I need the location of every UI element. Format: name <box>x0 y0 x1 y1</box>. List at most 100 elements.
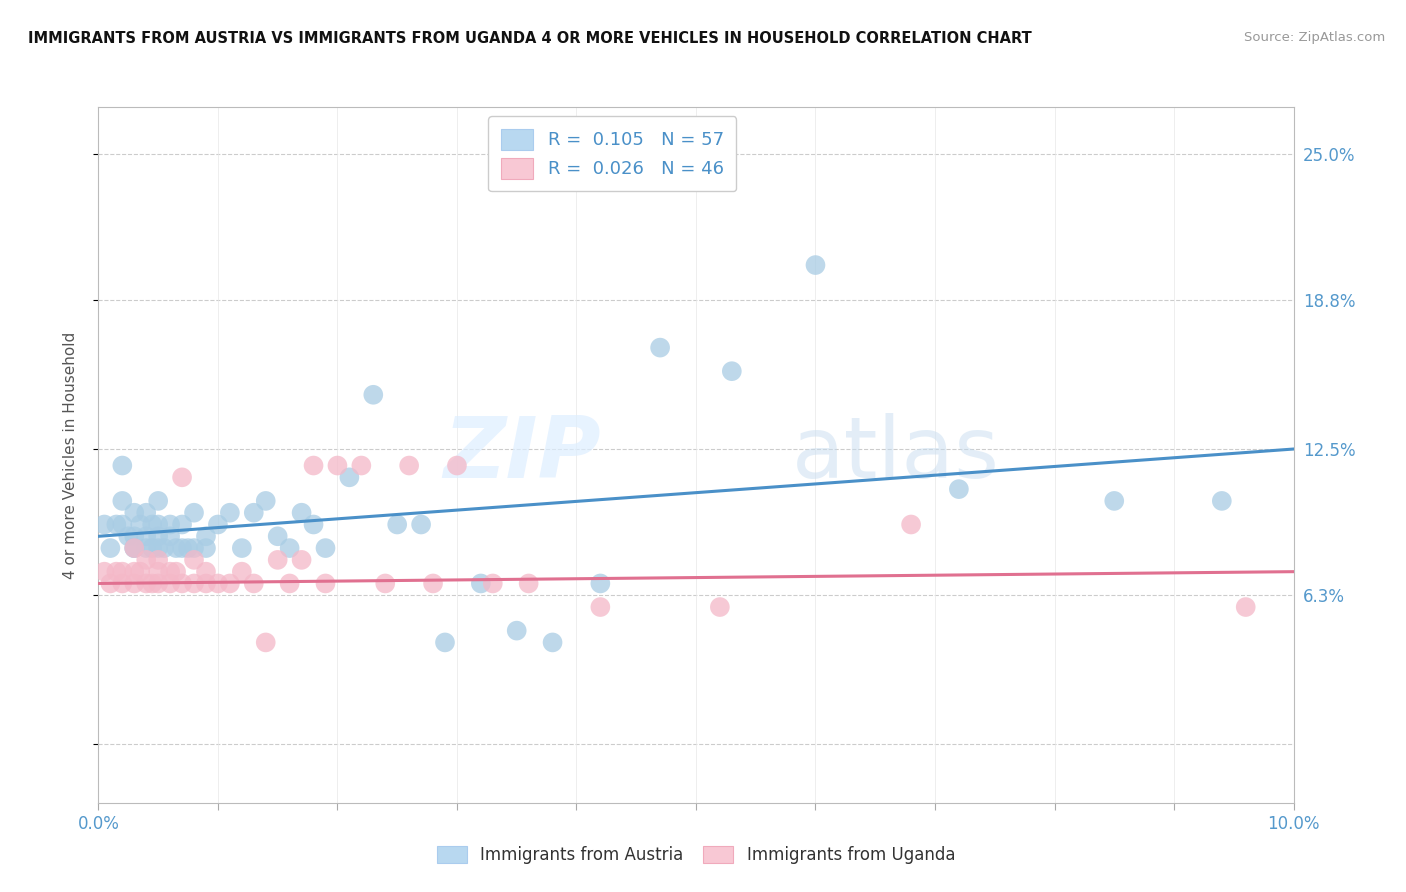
Point <box>124 576 146 591</box>
Point <box>374 576 396 591</box>
Point <box>517 576 540 591</box>
Point <box>135 506 157 520</box>
Point <box>267 529 290 543</box>
Point <box>363 388 385 402</box>
Point <box>148 565 170 579</box>
Legend: Immigrants from Austria, Immigrants from Uganda: Immigrants from Austria, Immigrants from… <box>430 839 962 871</box>
Point <box>231 565 253 579</box>
Point <box>302 517 325 532</box>
Point <box>135 529 157 543</box>
Point <box>219 576 242 591</box>
Point <box>124 506 146 520</box>
Point <box>804 258 827 272</box>
Point <box>1104 494 1126 508</box>
Point <box>135 576 157 591</box>
Point <box>506 624 529 638</box>
Point <box>111 494 134 508</box>
Point <box>159 576 181 591</box>
Point <box>129 565 152 579</box>
Point <box>721 364 744 378</box>
Point <box>350 458 373 473</box>
Point <box>422 576 444 591</box>
Point <box>153 541 176 555</box>
Point <box>105 565 128 579</box>
Point <box>135 541 157 555</box>
Point <box>93 517 115 532</box>
Point <box>470 576 492 591</box>
Text: IMMIGRANTS FROM AUSTRIA VS IMMIGRANTS FROM UGANDA 4 OR MORE VEHICLES IN HOUSEHOL: IMMIGRANTS FROM AUSTRIA VS IMMIGRANTS FR… <box>28 31 1032 46</box>
Point <box>177 541 200 555</box>
Point <box>207 576 229 591</box>
Point <box>709 600 731 615</box>
Point <box>172 576 194 591</box>
Point <box>481 576 505 591</box>
Point <box>93 565 115 579</box>
Point <box>172 541 194 555</box>
Point <box>141 517 163 532</box>
Point <box>148 529 170 543</box>
Point <box>105 517 128 532</box>
Point <box>231 541 253 555</box>
Point <box>278 541 301 555</box>
Point <box>411 517 433 532</box>
Point <box>650 341 672 355</box>
Point <box>267 553 290 567</box>
Point <box>1234 600 1257 615</box>
Point <box>207 517 229 532</box>
Point <box>315 541 337 555</box>
Point <box>195 565 218 579</box>
Point <box>302 458 325 473</box>
Point <box>183 553 205 567</box>
Point <box>398 458 420 473</box>
Point <box>183 541 205 555</box>
Point <box>159 529 181 543</box>
Point <box>219 506 242 520</box>
Point <box>278 576 301 591</box>
Point <box>195 541 218 555</box>
Point <box>385 517 409 532</box>
Point <box>434 635 457 649</box>
Point <box>165 565 187 579</box>
Point <box>254 635 277 649</box>
Point <box>195 529 218 543</box>
Point <box>124 541 146 555</box>
Point <box>111 517 134 532</box>
Point <box>141 541 163 555</box>
Point <box>124 565 146 579</box>
Point <box>100 576 122 591</box>
Point <box>165 541 187 555</box>
Point <box>148 553 170 567</box>
Point <box>172 470 194 484</box>
Point <box>243 506 266 520</box>
Point <box>291 506 314 520</box>
Point <box>135 553 157 567</box>
Text: ZIP: ZIP <box>443 413 600 497</box>
Point <box>111 576 134 591</box>
Point <box>291 553 314 567</box>
Point <box>254 494 277 508</box>
Point <box>589 600 612 615</box>
Point <box>124 529 146 543</box>
Point <box>117 529 139 543</box>
Point <box>141 576 163 591</box>
Point <box>183 506 205 520</box>
Point <box>589 576 612 591</box>
Point <box>183 576 205 591</box>
Point <box>243 576 266 591</box>
Point <box>172 517 194 532</box>
Point <box>129 517 152 532</box>
Point <box>326 458 349 473</box>
Point <box>159 565 181 579</box>
Point <box>148 517 170 532</box>
Point <box>159 517 181 532</box>
Text: Source: ZipAtlas.com: Source: ZipAtlas.com <box>1244 31 1385 45</box>
Point <box>315 576 337 591</box>
Point <box>148 576 170 591</box>
Text: atlas: atlas <box>792 413 1000 497</box>
Point <box>900 517 922 532</box>
Point <box>124 541 146 555</box>
Point <box>195 576 218 591</box>
Point <box>1211 494 1233 508</box>
Point <box>446 458 468 473</box>
Point <box>541 635 564 649</box>
